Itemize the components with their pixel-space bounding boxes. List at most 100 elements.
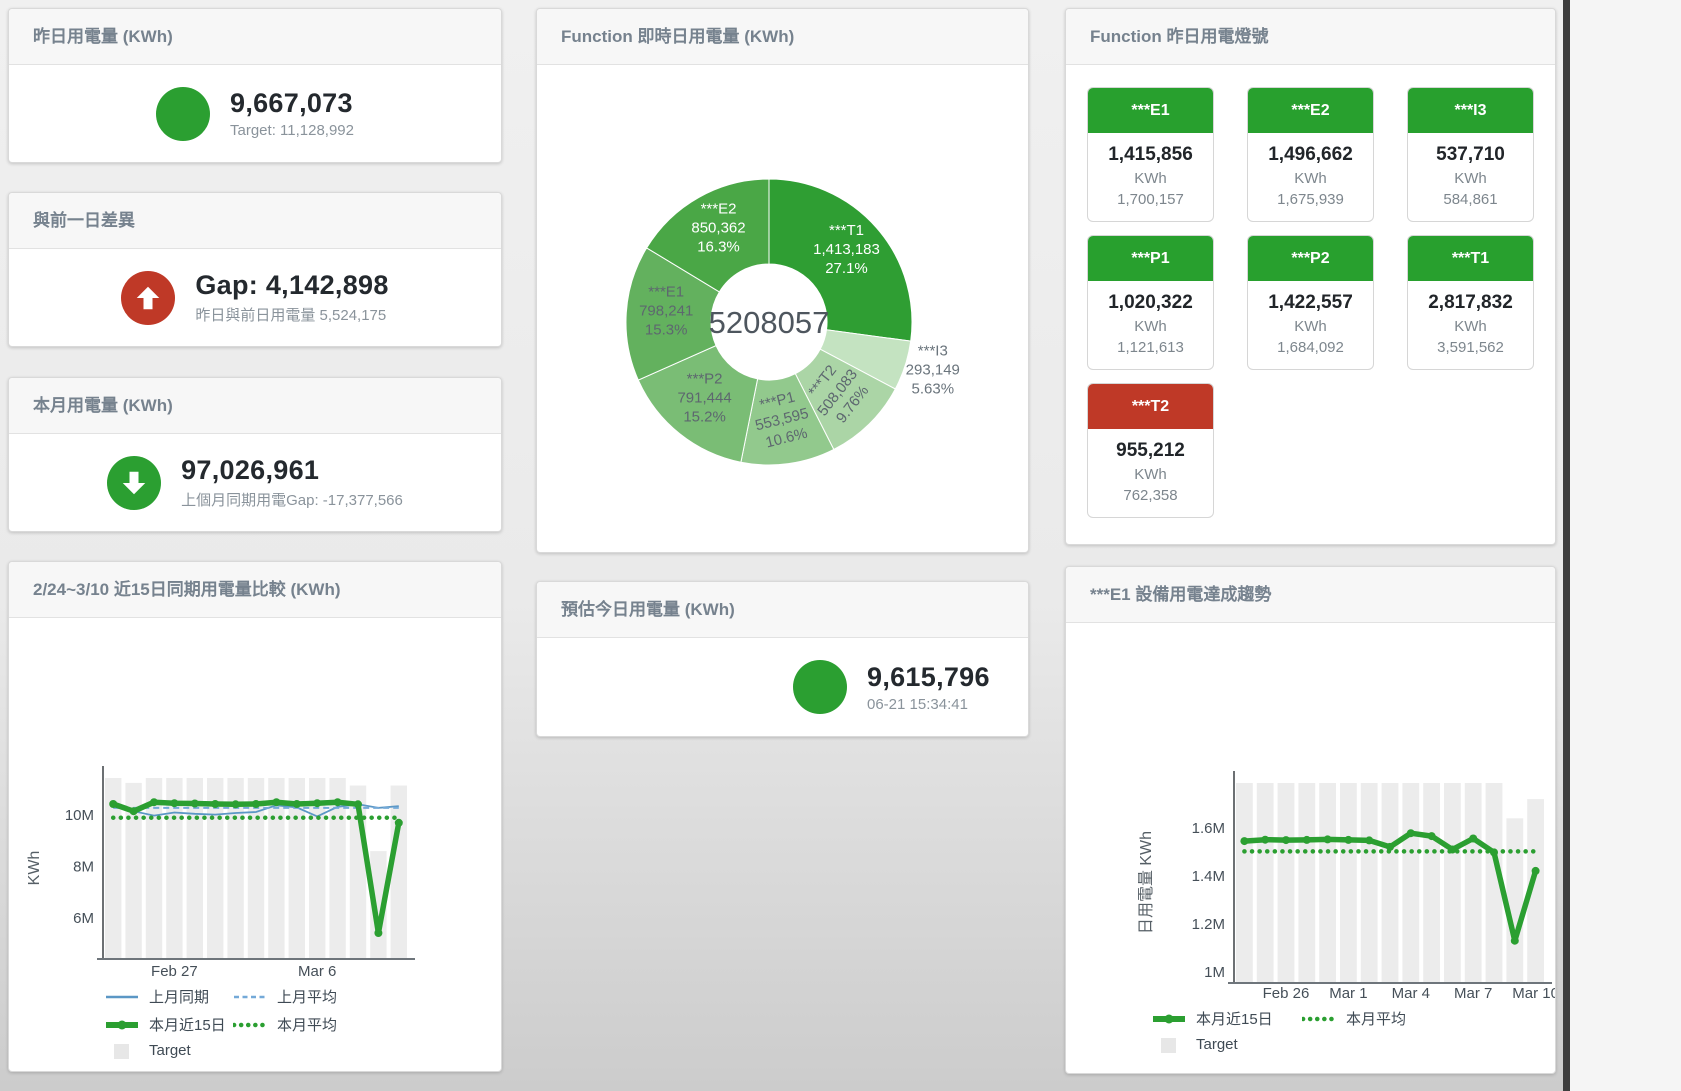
target-bar	[145, 778, 163, 958]
target-bar	[1319, 783, 1336, 982]
tile-value: 1,020,322	[1108, 292, 1193, 313]
legend-item-dots[interactable]: 本月平均	[233, 1014, 337, 1035]
donut-slice-label: ***I3 293,149 5.63%	[906, 343, 960, 398]
scrollbar[interactable]	[1563, 0, 1570, 1091]
target-bar	[207, 778, 224, 958]
right-gutter	[1570, 0, 1681, 1091]
light-tile: ***T1 2,817,832 KWh 3,591,562	[1407, 235, 1534, 370]
data-point	[109, 800, 118, 808]
data-point	[1469, 834, 1478, 843]
e1-trend-line-chart: 1M 1.2M 1.4M 1.6M Feb 26 Mar 1 Mar 4 Mar 7 Mar 1…	[1138, 771, 1559, 1002]
legend-item-square[interactable]: Target	[105, 1042, 233, 1059]
kpi-value: 9,615,796	[867, 661, 990, 692]
target-bar	[227, 778, 244, 958]
x-tick-label: Feb 27	[151, 963, 198, 980]
target-bar	[1527, 799, 1544, 982]
data-point	[394, 818, 403, 827]
tile-target: 1,121,613	[1117, 339, 1184, 356]
target-bar	[288, 778, 305, 958]
tile-target: 1,675,939	[1277, 191, 1344, 208]
legend-marker-thick	[106, 1020, 138, 1029]
data-point	[211, 800, 220, 808]
data-point	[354, 800, 362, 809]
donut-slice-P2[interactable]	[637, 344, 759, 463]
arrow-up-icon	[137, 286, 160, 309]
legend-label: Target	[1196, 1036, 1238, 1053]
card-e1-trend: ***E1 設備用電達成趨勢 1M 1.2M 1.4M 1.6M Feb 26 Mar 1…	[1065, 566, 1559, 1074]
card-compare-chart-title: 2/24~3/10 近15日同期用電量比較 (KWh)	[9, 562, 501, 618]
tile-value: 955,212	[1116, 440, 1185, 461]
tile-unit: KWh	[1454, 170, 1487, 187]
legend-item-line[interactable]: 上月同期	[105, 986, 233, 1007]
y-tick-label: 8M	[73, 859, 94, 876]
target-bar	[1485, 783, 1503, 982]
target-bar	[1298, 783, 1316, 982]
card-lights-title: Function 昨日用電燈號	[1066, 9, 1555, 65]
card-yesterday-usage-title: 昨日用電量 (KWh)	[9, 9, 501, 65]
y-axis-title: KWh	[26, 851, 43, 886]
e1-trend-chart-legend: 本月近15日 本月平均 Target	[1152, 1008, 1406, 1053]
target-bar	[1360, 783, 1378, 982]
kpi-subtext: 昨日與前日用電量 5,524,175	[195, 307, 387, 324]
target-bar	[268, 778, 285, 958]
target-bar	[309, 778, 326, 958]
y-tick-label: 1.4M	[1192, 868, 1225, 885]
legend-item-square[interactable]: Target	[1152, 1036, 1302, 1053]
lights-grid: ***E1 1,415,856 KWh 1,700,157 ***E2 1,496,662…	[1066, 65, 1555, 518]
legend-marker-dots	[1302, 1016, 1336, 1021]
legend-marker-line	[106, 995, 138, 998]
tile-value: 537,710	[1436, 144, 1505, 165]
tile-body: 955,212 KWh 762,358	[1088, 429, 1213, 517]
tile-status-header: ***E1	[1088, 88, 1213, 133]
card-compare-chart: 2/24~3/10 近15日同期用電量比較 (KWh) 6M 8M 10M Feb 2…	[8, 561, 502, 1072]
card-forecast-today-title: 預估今日用電量 (KWh)	[537, 582, 1028, 638]
legend-label: 本月平均	[277, 1017, 338, 1034]
card-yesterday-usage: 昨日用電量 (KWh) 9,667,073 Target: 11,128,992	[8, 8, 502, 163]
target-bar	[329, 778, 346, 958]
legend-item-dots[interactable]: 本月平均	[1302, 1008, 1406, 1029]
data-point	[1261, 835, 1270, 844]
target-bar	[1277, 783, 1295, 982]
donut-slice-E1[interactable]	[625, 247, 721, 381]
legend-label: 本月平均	[1346, 1011, 1407, 1028]
data-point	[150, 798, 158, 807]
target-bar	[1340, 783, 1357, 982]
y-tick-label: 1.2M	[1192, 916, 1225, 933]
y-axis-title: 日用電量 KWh	[1138, 831, 1155, 934]
tile-status-header: ***I3	[1408, 88, 1533, 133]
data-point	[1240, 837, 1249, 846]
donut-slice-T1[interactable]	[768, 178, 913, 342]
legend-marker-dashed	[234, 995, 266, 998]
tile-body: 1,415,856 KWh 1,700,157	[1088, 133, 1213, 221]
x-tick-label: Mar 4	[1392, 985, 1430, 1002]
donut-center-total: 5208057	[709, 305, 830, 340]
tile-unit: KWh	[1294, 318, 1327, 335]
legend-marker-dots	[233, 1022, 267, 1027]
compare-chart-legend: 上月同期 上月平均 本月近15日 本月平均 Target	[105, 986, 337, 1059]
tile-value: 1,496,662	[1268, 144, 1353, 165]
tile-value: 2,817,832	[1428, 292, 1513, 313]
donut-slice-label: ***E1 798,241 15.3%	[639, 284, 693, 339]
x-tick-label: Mar 7	[1454, 985, 1492, 1002]
target-bar	[247, 778, 265, 958]
data-point	[1365, 836, 1374, 845]
legend-item-thick[interactable]: 本月近15日	[1152, 1008, 1302, 1029]
tile-target: 1,684,092	[1277, 339, 1344, 356]
tile-status-header: ***P2	[1248, 236, 1373, 281]
tile-unit: KWh	[1294, 170, 1327, 187]
legend-item-thick[interactable]: 本月近15日	[105, 1014, 233, 1035]
donut-slice-E2[interactable]	[646, 178, 770, 293]
data-point	[190, 799, 199, 808]
data-point	[333, 798, 342, 807]
data-point	[1490, 848, 1498, 857]
legend-label: Target	[149, 1042, 191, 1059]
legend-item-dashed[interactable]: 上月平均	[233, 986, 337, 1007]
card-realtime-donut: Function 即時日用電量 (KWh) ***T1 1,413,183 27.1…	[536, 8, 1029, 553]
tile-body: 1,020,322 KWh 1,121,613	[1088, 281, 1213, 369]
tile-body: 537,710 KWh 584,861	[1408, 133, 1533, 221]
light-tile: ***I3 537,710 KWh 584,861	[1407, 87, 1534, 222]
tile-unit: KWh	[1454, 318, 1487, 335]
y-tick-label: 1M	[1204, 964, 1225, 981]
tile-status-header: ***T1	[1408, 236, 1533, 281]
